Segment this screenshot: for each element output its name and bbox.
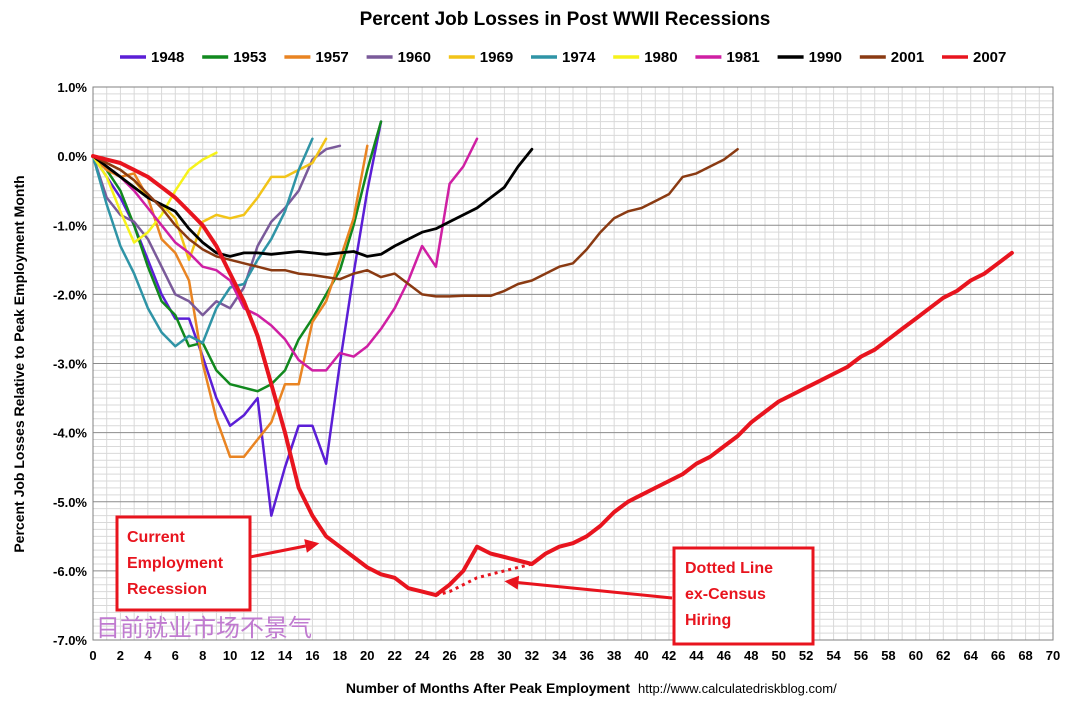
y-tick-label: -7.0%: [53, 633, 87, 648]
x-tick-label: 68: [1018, 648, 1032, 663]
x-tick-label: 36: [579, 648, 593, 663]
legend-entry-2001: 2001: [891, 49, 924, 66]
x-axis: 0 2 4 6 8 10 12 14 16 18 20 22 24 26 28 30 32 34 36 38 40 42 4…: [89, 648, 1060, 663]
annotation-dotted-line: Dotted Line ex-Census Hiring: [504, 546, 815, 646]
annotation-line-1: Dotted Line: [685, 560, 773, 577]
plot-area: [92, 86, 1054, 641]
y-tick-label: -5.0%: [53, 495, 87, 510]
series-dotted-ex-census: [435, 562, 533, 597]
y-tick-label: -3.0%: [53, 357, 87, 372]
series-line-2001: [91, 147, 739, 298]
y-tick-label: -1.0%: [53, 218, 87, 233]
x-tick-label: 34: [552, 648, 567, 663]
series-group: [91, 120, 1014, 598]
y-tick-label: -4.0%: [53, 426, 87, 441]
legend-entry-1948: 1948: [151, 49, 184, 66]
annotation-box-dotted: [672, 546, 815, 646]
x-tick-label: 46: [717, 648, 731, 663]
y-tick-label: -6.0%: [53, 564, 87, 579]
x-tick-label: 56: [854, 648, 868, 663]
x-tick-label: 44: [689, 648, 704, 663]
x-tick-label: 18: [333, 648, 347, 663]
x-tick-label: 14: [278, 648, 293, 663]
x-tick-label: 38: [607, 648, 621, 663]
x-tick-label: 2: [117, 648, 124, 663]
watermark: 目前就业市场不景气: [96, 614, 312, 642]
x-tick-label: 6: [172, 648, 179, 663]
x-tick-label: 16: [305, 648, 319, 663]
legend-entry-2007: 2007: [973, 49, 1006, 66]
annotation-line-2: ex-Census: [685, 586, 766, 603]
x-tick-label: 30: [497, 648, 511, 663]
legend-entry-1960: 1960: [398, 49, 431, 66]
series-line-1960: [91, 144, 342, 317]
x-tick-label: 8: [199, 648, 206, 663]
x-axis-label: Number of Months After Peak Employment: [346, 680, 631, 696]
legend: 1948 1953 1957 1960 1969 1974 1980 1981 1990 2001…: [120, 49, 1006, 66]
annotation-arrow-current: [249, 544, 306, 559]
x-tick-label: 24: [415, 648, 430, 663]
series-line-1980: [91, 151, 218, 244]
annotation-arrow-dotted: [518, 581, 673, 600]
annotation-line-1: Current: [127, 529, 185, 546]
x-tick-label: 64: [963, 648, 978, 663]
annotation-arrowhead-current: [304, 539, 320, 553]
series-line-2007: [91, 154, 1014, 598]
x-tick-label: 70: [1046, 648, 1060, 663]
x-tick-label: 20: [360, 648, 374, 663]
x-tick-label: 58: [881, 648, 895, 663]
x-tick-label: 10: [223, 648, 237, 663]
y-axis-label: Percent Job Losses Relative to Peak Empl…: [11, 175, 27, 552]
legend-entry-1981: 1981: [726, 49, 759, 66]
x-tick-label: 62: [936, 648, 950, 663]
x-tick-label: 0: [89, 648, 96, 663]
legend-entry-1957: 1957: [315, 49, 348, 66]
legend-entry-1980: 1980: [644, 49, 677, 66]
x-tick-label: 52: [799, 648, 813, 663]
x-tick-label: 50: [771, 648, 785, 663]
series-line-1957: [91, 144, 369, 459]
x-tick-label: 54: [826, 648, 841, 663]
annotation-arrowhead-dotted: [504, 575, 520, 590]
legend-entry-1974: 1974: [562, 49, 596, 66]
legend-entry-1953: 1953: [233, 49, 266, 66]
x-tick-label: 60: [909, 648, 923, 663]
series-line-1990: [91, 147, 534, 258]
source-url: http://www.calculatedriskblog.com/: [638, 681, 837, 696]
x-tick-label: 12: [250, 648, 264, 663]
x-tick-label: 42: [662, 648, 676, 663]
series-line-1953: [91, 120, 383, 393]
series-line-1974: [91, 137, 314, 348]
annotation-box-current: [115, 515, 252, 612]
grid: [93, 87, 1053, 640]
y-tick-label: 1.0%: [57, 80, 87, 95]
x-tick-label: 32: [525, 648, 539, 663]
x-tick-label: 66: [991, 648, 1005, 663]
y-tick-label: -2.0%: [53, 287, 87, 302]
y-tick-label: 0.0%: [57, 149, 87, 164]
x-tick-label: 26: [442, 648, 456, 663]
x-tick-label: 48: [744, 648, 758, 663]
x-tick-label: 40: [634, 648, 648, 663]
legend-entry-1990: 1990: [809, 49, 842, 66]
legend-entry-1969: 1969: [480, 49, 513, 66]
annotation-line-3: Hiring: [685, 612, 731, 629]
annotation-line-3: Recession: [127, 581, 207, 598]
x-tick-label: 28: [470, 648, 484, 663]
annotation-line-2: Employment: [127, 555, 224, 572]
x-tick-label: 4: [144, 648, 152, 663]
y-axis: 1.0% 0.0% -1.0% -2.0% -3.0% -4.0% -5.0% -6.0% -7…: [53, 80, 87, 648]
x-tick-label: 22: [387, 648, 401, 663]
chart-title: Percent Job Losses in Post WWII Recessio…: [360, 9, 771, 30]
series-line-1981: [91, 137, 479, 372]
annotation-current-recession: Current Employment Recession: [115, 515, 320, 612]
